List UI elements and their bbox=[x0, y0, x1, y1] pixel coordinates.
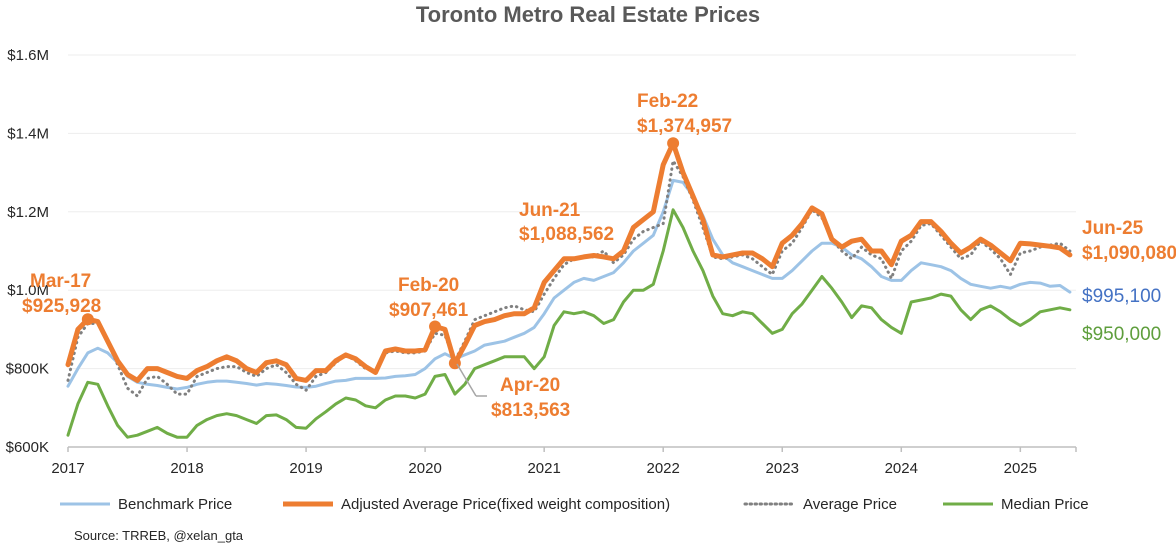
y-tick-label: $1.4M bbox=[7, 125, 49, 142]
annotation-date-feb22: Feb-22 bbox=[637, 91, 698, 112]
x-tick-label: 2022 bbox=[647, 460, 680, 477]
source-note: Source: TRREB, @xelan_gta bbox=[74, 528, 244, 543]
x-tick-label: 2020 bbox=[408, 460, 441, 477]
x-tick-label: 2018 bbox=[170, 460, 203, 477]
series-line-adjusted-average-price bbox=[65, 140, 1073, 383]
x-tick-label: 2025 bbox=[1004, 460, 1037, 477]
legend-label-median: Median Price bbox=[1001, 496, 1089, 513]
annotation-date-mar17: Mar-17 bbox=[30, 271, 91, 292]
y-tick-label: $1.6M bbox=[7, 47, 49, 64]
legend-label-average: Average Price bbox=[803, 496, 897, 513]
x-tick-label: 2023 bbox=[766, 460, 799, 477]
series-line-median-price bbox=[66, 208, 1072, 439]
annotation-value-mar17: $925,928 bbox=[22, 296, 101, 317]
legend-label-benchmark: Benchmark Price bbox=[118, 496, 232, 513]
chart-title: Toronto Metro Real Estate Prices bbox=[416, 2, 760, 27]
y-axis: $600K $800K $1.0M $1.2M $1.4M $1.6M bbox=[6, 47, 49, 456]
annotation-date-apr20: Apr-20 bbox=[500, 375, 560, 396]
annotation-value-jun25: $1,090,080 bbox=[1082, 243, 1176, 264]
annotation-marker bbox=[667, 137, 680, 150]
y-tick-label: $1.0M bbox=[7, 282, 49, 299]
annotation-value-apr20: $813,563 bbox=[491, 400, 570, 421]
x-tick-label: 2019 bbox=[289, 460, 322, 477]
series-line-benchmark-price bbox=[66, 178, 1072, 391]
legend: Benchmark Price Adjusted Average Price(f… bbox=[60, 496, 1089, 513]
end-label-benchmark: $995,100 bbox=[1082, 286, 1161, 307]
annotation-marker bbox=[81, 313, 94, 326]
y-tick-label: $1.2M bbox=[7, 204, 49, 221]
x-tick-label: 2024 bbox=[885, 460, 918, 477]
series-lines bbox=[65, 137, 1073, 439]
annotation-date-jun21: Jun-21 bbox=[519, 200, 581, 221]
gridlines bbox=[68, 54, 1076, 370]
end-label-median: $950,000 bbox=[1082, 324, 1161, 345]
y-tick-label: $600K bbox=[6, 439, 49, 456]
x-tick-label: 2021 bbox=[527, 460, 560, 477]
annotation-date-feb20: Feb-20 bbox=[398, 275, 459, 296]
annotation-marker bbox=[429, 320, 442, 333]
annotation-value-feb22: $1,374,957 bbox=[637, 116, 732, 137]
annotation-date-jun25: Jun-25 bbox=[1082, 218, 1144, 239]
y-tick-label: $800K bbox=[6, 361, 49, 378]
annotation-value-jun21: $1,088,562 bbox=[519, 224, 614, 245]
x-axis: 2017 2018 2019 2020 2021 2022 2023 2024 2025 bbox=[51, 446, 1077, 477]
apr20-leader-line bbox=[456, 363, 477, 397]
x-tick-label: 2017 bbox=[51, 460, 84, 477]
series-line-average-price bbox=[66, 159, 1072, 398]
legend-label-adjusted: Adjusted Average Price(fixed weight comp… bbox=[341, 496, 670, 513]
annotation-value-feb20: $907,461 bbox=[389, 300, 469, 321]
